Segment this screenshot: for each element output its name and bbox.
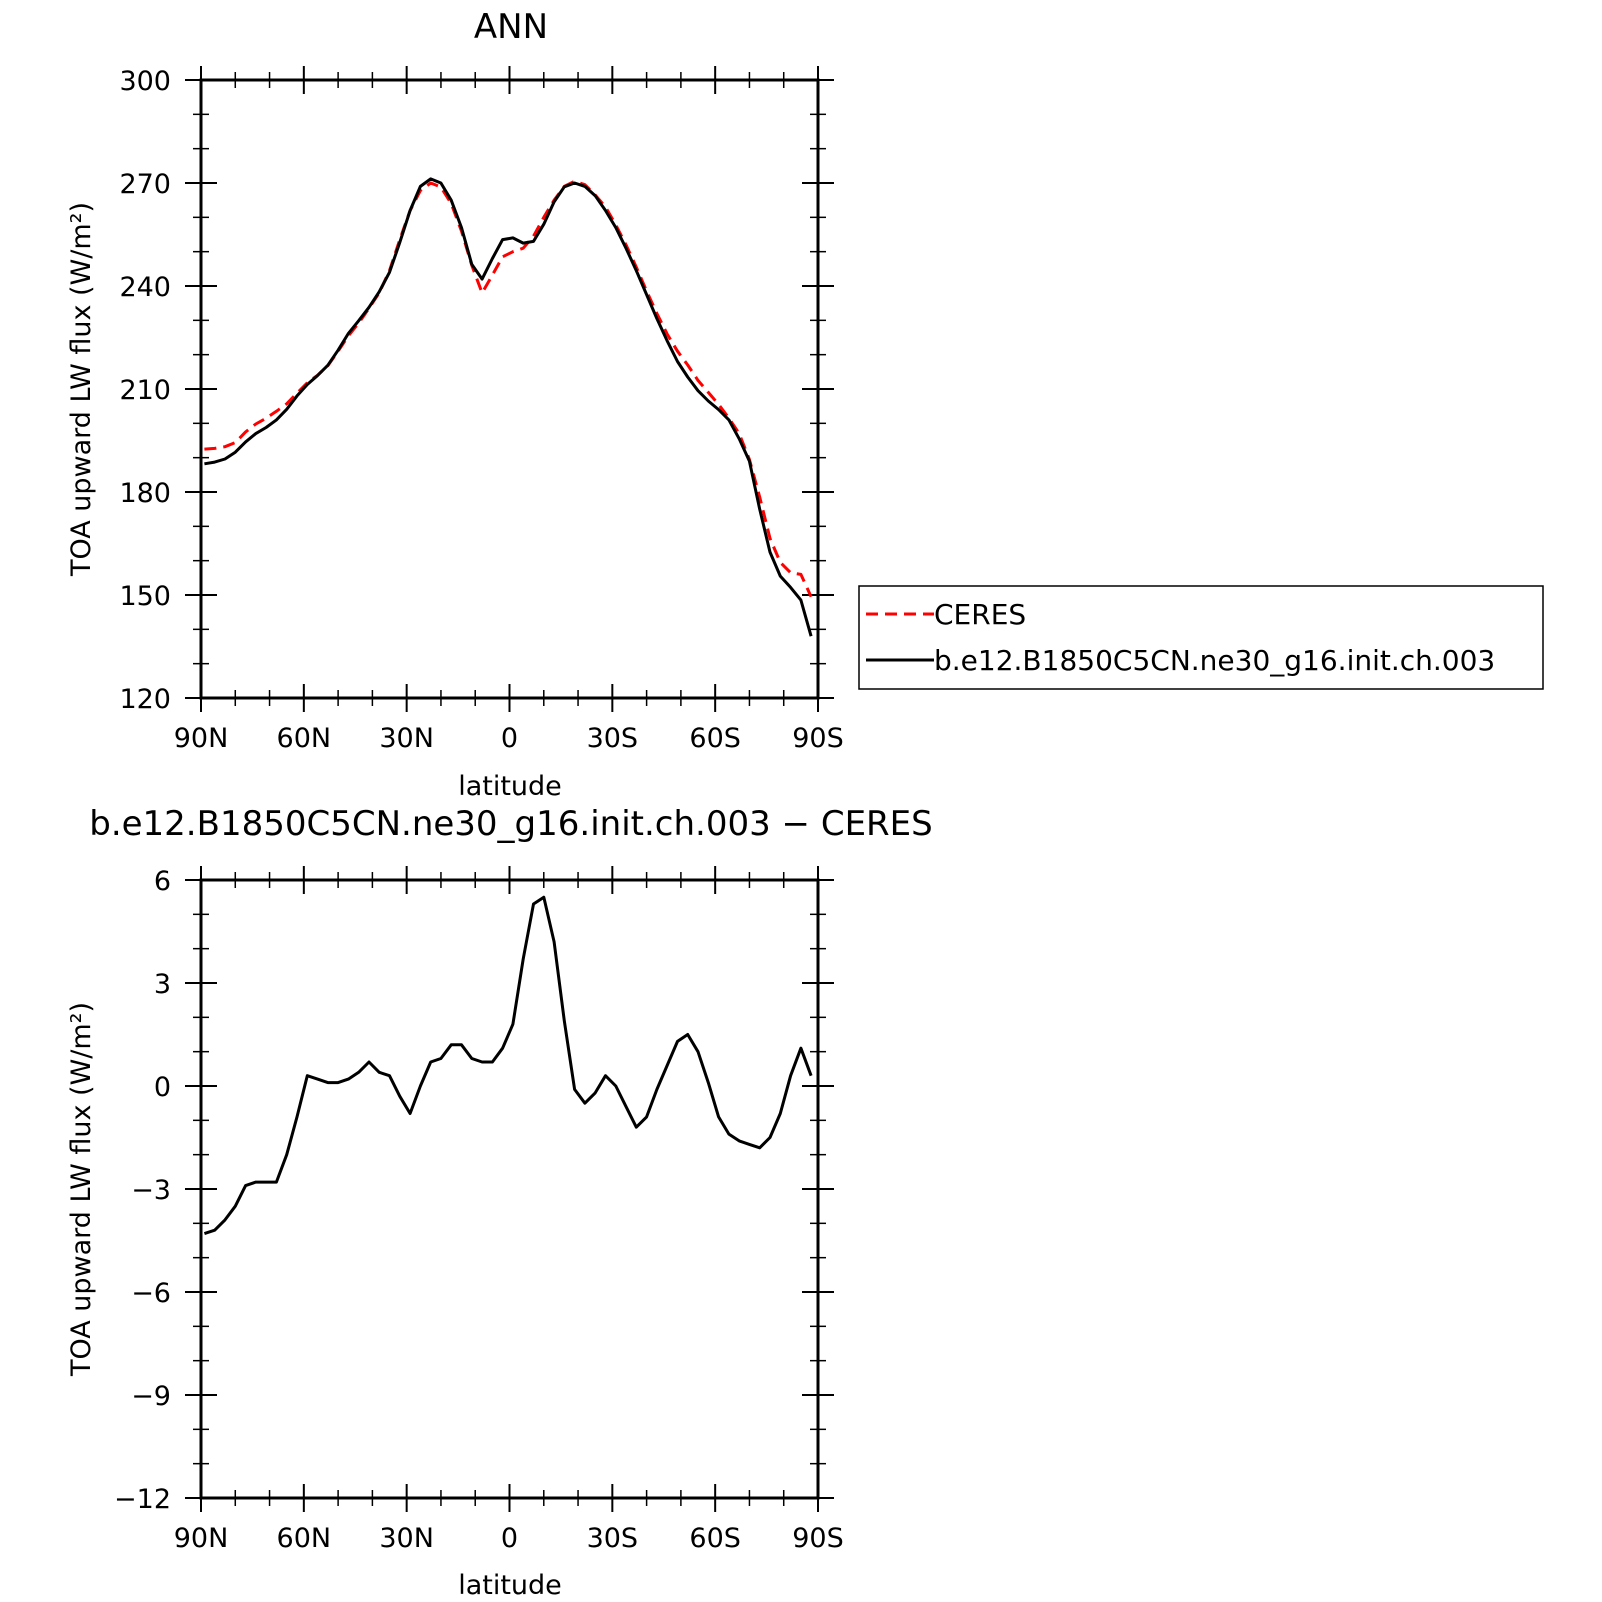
top-panel: ANN 90N 60N 30N 0 30S 60S 90S 120 150 180 210 240 27… [66, 7, 844, 802]
top-series-lines [204, 177, 813, 637]
top-y-axis-label: TOA upward LW flux (W/m²) [66, 202, 97, 577]
x-tick-label: 60S [689, 723, 741, 754]
top-series-line-1 [204, 177, 813, 637]
y-tick-label: 300 [119, 66, 171, 97]
x-tick-label: 90N [174, 723, 229, 754]
y-tick-label: 210 [119, 375, 171, 406]
y-tick-label: 0 [154, 1072, 171, 1103]
x-tick-label: 30N [379, 1523, 434, 1554]
legend-label-model: b.e12.B1850C5CN.ne30_g16.init.ch.003 [934, 644, 1495, 677]
bottom-axis-ticks: 90N 60N 30N 0 30S 60S 90S −12 −9 −6 −3 0 3 6 [114, 866, 844, 1554]
y-tick-label: 240 [119, 272, 171, 303]
bottom-series-lines [203, 895, 813, 1236]
legend: CERES b.e12.B1850C5CN.ne30_g16.init.ch.0… [858, 585, 1544, 690]
top-series-line-0 [204, 179, 813, 598]
x-tick-label: 0 [501, 1523, 518, 1554]
x-tick-label: 30S [587, 723, 639, 754]
top-chart-title: ANN [474, 7, 548, 47]
top-axis-ticks: 90N 60N 30N 0 30S 60S 90S 120 150 180 210 240 270 300 [119, 66, 844, 754]
legend-label-ceres: CERES [934, 598, 1026, 631]
y-tick-label: −3 [131, 1175, 171, 1206]
x-tick-label: 30S [587, 1523, 639, 1554]
x-tick-label: 0 [501, 723, 518, 754]
y-tick-label: 3 [154, 969, 171, 1000]
y-tick-label: −12 [114, 1484, 171, 1515]
x-tick-label: 90S [792, 1523, 844, 1554]
bottom-plot-frame [199, 878, 820, 1500]
y-tick-label: −6 [131, 1278, 171, 1309]
top-x-axis-label: latitude [458, 771, 562, 802]
x-tick-label: 90N [174, 1523, 229, 1554]
y-tick-label: −9 [131, 1381, 171, 1412]
y-tick-label: 180 [119, 478, 171, 509]
top-plot-frame [199, 78, 820, 700]
bottom-y-axis-label: TOA upward LW flux (W/m²) [66, 1002, 97, 1377]
bottom-chart-title: b.e12.B1850C5CN.ne30_g16.init.ch.003 − C… [89, 804, 933, 844]
y-tick-label: 6 [154, 866, 171, 897]
y-tick-label: 150 [119, 581, 171, 612]
y-tick-label: 270 [119, 169, 171, 200]
bottom-x-axis-label: latitude [458, 1570, 562, 1601]
bottom-panel: b.e12.B1850C5CN.ne30_g16.init.ch.003 − C… [66, 804, 933, 1601]
bottom-series-line-0 [203, 895, 813, 1236]
x-tick-label: 60N [277, 1523, 332, 1554]
x-tick-label: 30N [379, 723, 434, 754]
x-tick-label: 60S [689, 1523, 741, 1554]
legend-box [858, 585, 1544, 690]
y-tick-label: 120 [119, 684, 171, 715]
x-tick-label: 90S [792, 723, 844, 754]
x-tick-label: 60N [277, 723, 332, 754]
